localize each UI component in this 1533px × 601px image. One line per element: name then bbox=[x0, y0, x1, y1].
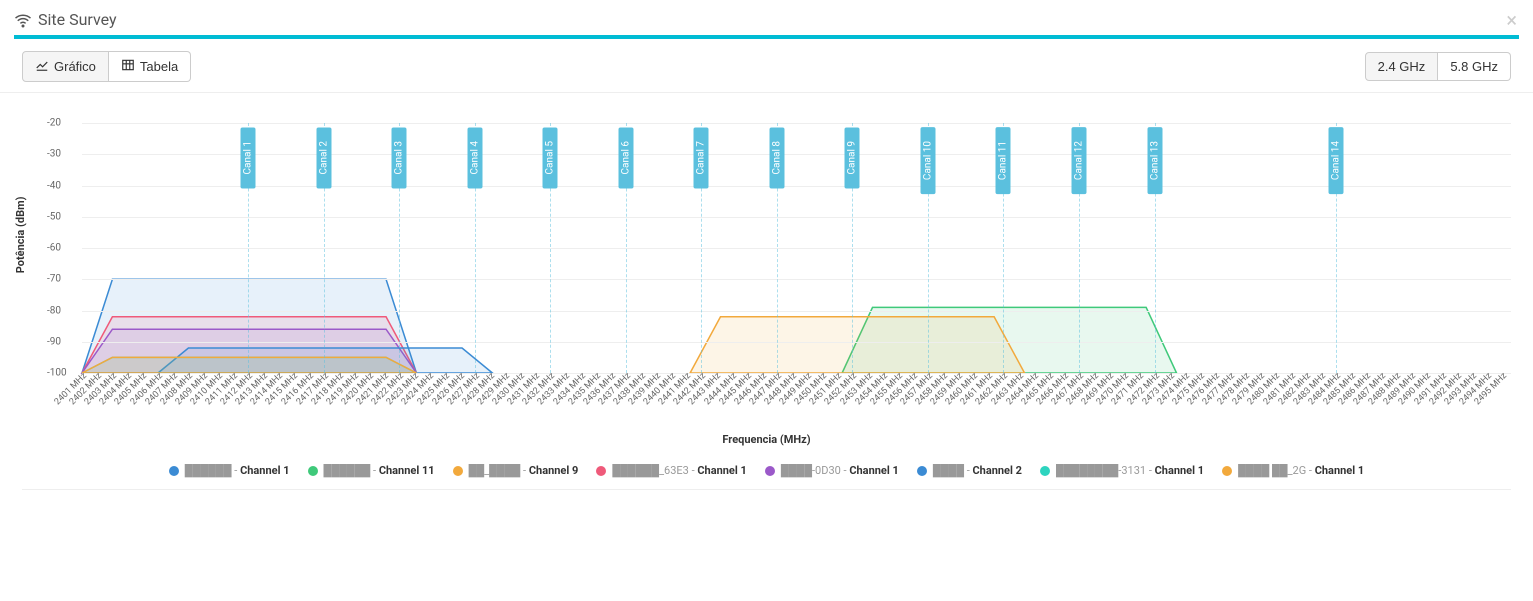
legend-item[interactable]: ████-0D30 - Channel 1 bbox=[765, 464, 899, 477]
legend-label: ██_████ - Channel 9 bbox=[469, 464, 579, 477]
y-tick-label: -100 bbox=[47, 368, 67, 379]
gridline bbox=[82, 123, 1511, 124]
gridline bbox=[82, 186, 1511, 187]
legend-item[interactable]: ██████ - Channel 1 bbox=[169, 464, 290, 477]
y-tick-label: -80 bbox=[47, 305, 61, 316]
y-tick-label: -20 bbox=[47, 118, 61, 129]
network-trapezoid bbox=[82, 357, 416, 373]
table-icon bbox=[121, 58, 135, 75]
channel-label: Canal 6 bbox=[618, 127, 633, 188]
gridline bbox=[82, 342, 1511, 343]
legend-color-dot bbox=[169, 466, 179, 476]
legend-label: ██████ - Channel 11 bbox=[324, 464, 435, 477]
legend-label: ████████-3131 - Channel 1 bbox=[1056, 464, 1204, 477]
page-title: Site Survey bbox=[38, 10, 117, 29]
band-24-button[interactable]: 2.4 GHz bbox=[1365, 52, 1439, 81]
channel-label: Canal 1 bbox=[241, 127, 256, 188]
gridline bbox=[82, 311, 1511, 312]
legend-color-dot bbox=[308, 466, 318, 476]
channel-label: Canal 3 bbox=[392, 127, 407, 188]
legend-color-dot bbox=[596, 466, 606, 476]
y-tick-label: -40 bbox=[47, 180, 61, 191]
channel-label: Canal 8 bbox=[769, 127, 784, 188]
y-tick-label: -60 bbox=[47, 243, 61, 254]
close-icon[interactable]: × bbox=[1506, 8, 1517, 32]
wifi-icon bbox=[14, 11, 32, 29]
legend-label: ██████ - Channel 1 bbox=[185, 464, 290, 477]
chart-view-button[interactable]: Gráfico bbox=[22, 51, 109, 82]
legend-item[interactable]: ██████_63E3 - Channel 1 bbox=[596, 464, 747, 477]
chart-icon bbox=[35, 58, 49, 75]
legend-item[interactable]: ████ ██_2G - Channel 1 bbox=[1222, 464, 1364, 477]
channel-label: Canal 9 bbox=[845, 127, 860, 188]
legend-color-dot bbox=[917, 466, 927, 476]
plot-area: -20-30-40-50-60-70-80-90-100Canal 1Canal… bbox=[82, 123, 1511, 373]
chart-legend: ██████ - Channel 1 ██████ - Channel 11 ██_… bbox=[22, 464, 1511, 485]
accent-divider bbox=[14, 35, 1519, 39]
legend-color-dot bbox=[453, 466, 463, 476]
channel-label: Canal 13 bbox=[1147, 127, 1162, 194]
view-toggle-group: GráficoTabela bbox=[22, 51, 191, 82]
band-58-button[interactable]: 5.8 GHz bbox=[1438, 52, 1511, 81]
y-tick-label: -30 bbox=[47, 149, 61, 160]
table-view-button[interactable]: Tabela bbox=[109, 51, 191, 82]
channel-label: Canal 4 bbox=[467, 127, 482, 188]
gridline bbox=[82, 248, 1511, 249]
network-trapezoid bbox=[690, 317, 1024, 373]
gridline bbox=[82, 279, 1511, 280]
x-axis-label: Frequencia (MHz) bbox=[22, 433, 1511, 446]
legend-item[interactable]: ████████-3131 - Channel 1 bbox=[1040, 464, 1204, 477]
legend-label: ████-0D30 - Channel 1 bbox=[781, 464, 899, 477]
legend-color-dot bbox=[1040, 466, 1050, 476]
y-tick-label: -70 bbox=[47, 274, 61, 285]
spectrum-chart: Potência (dBm) -20-30-40-50-60-70-80-90-… bbox=[22, 123, 1511, 485]
legend-label: ██████_63E3 - Channel 1 bbox=[612, 464, 747, 477]
channel-label: Canal 12 bbox=[1072, 127, 1087, 194]
legend-color-dot bbox=[765, 466, 775, 476]
band-toggle-group: 2.4 GHz5.8 GHz bbox=[1365, 52, 1511, 81]
channel-label: Canal 5 bbox=[543, 127, 558, 188]
toolbar: GráficoTabela 2.4 GHz5.8 GHz bbox=[0, 51, 1533, 93]
legend-item[interactable]: ████ - Channel 2 bbox=[917, 464, 1022, 477]
channel-label: Canal 11 bbox=[996, 127, 1011, 194]
y-tick-label: -90 bbox=[47, 336, 61, 347]
legend-label: ████ - Channel 2 bbox=[933, 464, 1022, 477]
gridline bbox=[82, 154, 1511, 155]
legend-label: ████ ██_2G - Channel 1 bbox=[1238, 464, 1364, 477]
y-axis-label: Potência (dBm) bbox=[14, 197, 27, 274]
channel-label: Canal 10 bbox=[920, 127, 935, 194]
channel-label: Canal 14 bbox=[1328, 127, 1343, 194]
modal-header: Site Survey × bbox=[0, 0, 1533, 35]
channel-label: Canal 2 bbox=[316, 127, 331, 188]
bottom-divider bbox=[22, 489, 1511, 490]
legend-item[interactable]: ██████ - Channel 11 bbox=[308, 464, 435, 477]
legend-color-dot bbox=[1222, 466, 1232, 476]
channel-label: Canal 7 bbox=[694, 127, 709, 188]
legend-item[interactable]: ██_████ - Channel 9 bbox=[453, 464, 579, 477]
y-tick-label: -50 bbox=[47, 211, 61, 222]
gridline bbox=[82, 217, 1511, 218]
